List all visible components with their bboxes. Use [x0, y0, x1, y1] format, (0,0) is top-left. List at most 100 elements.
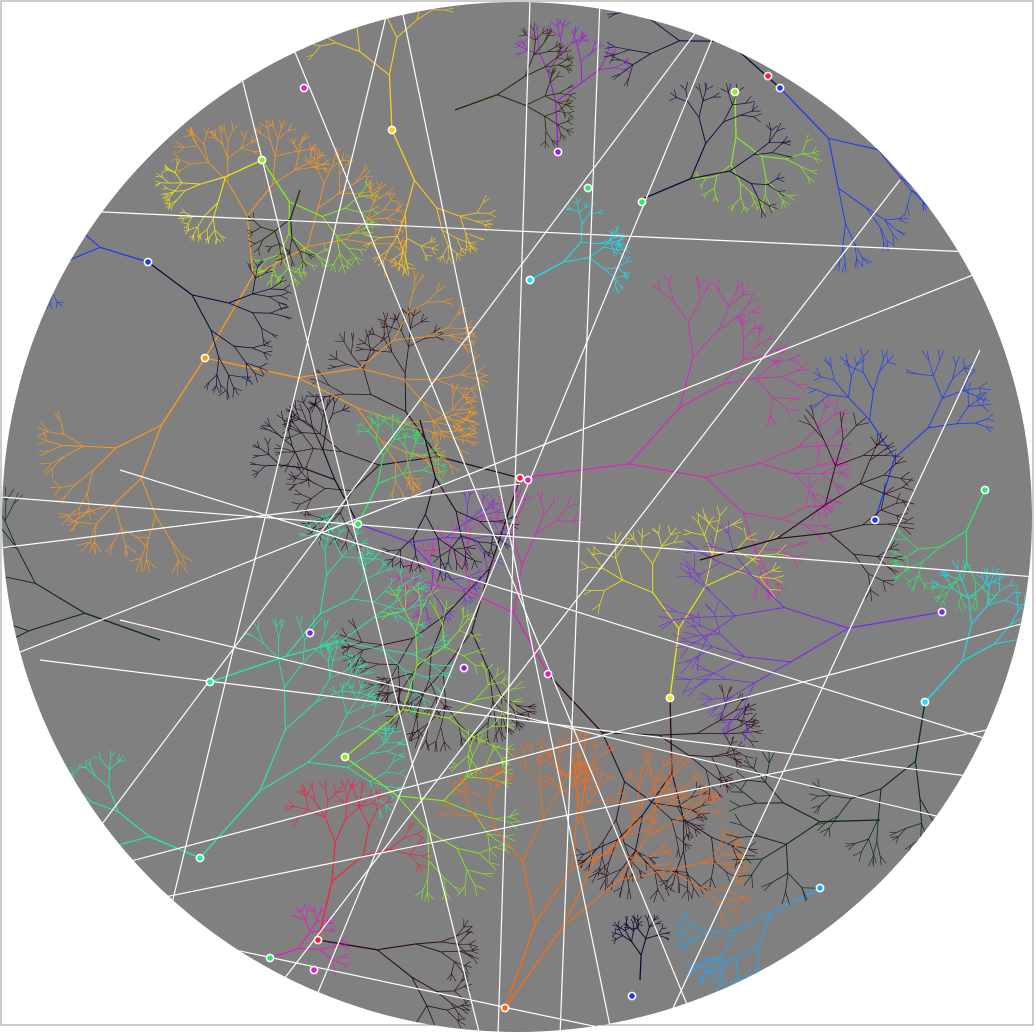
tree-branch	[309, 401, 316, 412]
tree-branch	[392, 491, 394, 500]
tree-branch	[769, 415, 771, 427]
tree-branch	[371, 327, 375, 335]
tree-branch	[575, 848, 584, 855]
tree-branch	[357, 193, 369, 198]
tree-branch	[409, 622, 421, 625]
tree-branch	[499, 769, 507, 776]
tree-branch	[390, 687, 403, 694]
tree-branch	[458, 776, 464, 785]
tree-branch	[284, 662, 304, 688]
tree-branch	[278, 233, 290, 255]
tree-branch	[943, 600, 946, 607]
tree-branch	[357, 191, 370, 194]
tree-branch	[615, 241, 620, 250]
tree-branch	[465, 392, 468, 404]
tree-branch	[321, 160, 328, 166]
tree-branch	[356, 406, 401, 423]
tree-branch	[883, 349, 888, 360]
tree-branch	[429, 663, 444, 667]
tree-branch	[392, 758, 402, 763]
tree-branch	[67, 520, 77, 527]
tree-branch	[475, 695, 499, 701]
tree-branch	[897, 174, 912, 191]
tree-branch	[452, 434, 469, 439]
tree-branch	[374, 695, 376, 705]
tree-branch	[324, 521, 330, 534]
tree-branch	[265, 254, 280, 260]
tree-branch	[753, 318, 757, 329]
tree-branch	[303, 270, 307, 278]
tree-branch	[408, 315, 411, 329]
tree-branch	[604, 862, 610, 880]
tree-branch	[241, 148, 253, 152]
tree-branch	[332, 396, 335, 404]
tree-branch	[522, 819, 544, 862]
tree-branch	[375, 350, 392, 353]
tree-branch	[465, 339, 477, 343]
tree-branch	[743, 527, 747, 539]
tree-branch	[744, 656, 791, 663]
tree-branch	[181, 182, 201, 185]
tree-branch	[800, 166, 808, 177]
tree-branch	[741, 725, 753, 734]
tree-branch	[743, 206, 751, 211]
tree-branch	[415, 428, 419, 435]
tree-branch	[177, 147, 185, 154]
tree-branch	[393, 429, 401, 441]
tree-branch	[557, 18, 562, 27]
tree-branch	[994, 638, 1020, 645]
tree-branch	[314, 158, 318, 170]
tree-branch	[917, 373, 934, 377]
tree-branch	[251, 635, 264, 644]
tree-branch	[409, 424, 416, 430]
tree-branch	[339, 529, 347, 534]
tree-branch	[774, 359, 791, 363]
tree-branch	[723, 733, 734, 751]
tree-branch	[552, 497, 559, 505]
tree-branch	[456, 847, 480, 854]
tree-branch	[1013, 587, 1020, 593]
tree-branch	[294, 448, 314, 453]
tree-branch	[391, 129, 415, 181]
tree-branch	[495, 733, 498, 743]
tree-branch	[267, 120, 274, 128]
tree-branch	[92, 447, 117, 472]
tree-branch	[657, 619, 675, 628]
tree-branch	[395, 585, 401, 591]
tree-branch	[181, 555, 186, 567]
tree-branch	[614, 277, 617, 287]
tree-branch	[691, 655, 699, 670]
tree-branch	[889, 550, 897, 554]
tree-branch	[612, 230, 618, 239]
tree-branch	[686, 873, 688, 890]
tree-branch	[808, 403, 819, 408]
tree-branch	[354, 176, 365, 184]
tree-branch	[453, 886, 464, 891]
tree-branch	[609, 240, 618, 244]
tree-branch	[147, 261, 193, 296]
tree-branch	[744, 728, 747, 742]
tree-branch	[441, 465, 447, 467]
tree-branch	[432, 421, 453, 427]
tree-branch	[442, 301, 454, 305]
tree-branch	[731, 682, 755, 698]
tree-branch	[605, 46, 615, 49]
tree-branch	[999, 578, 1001, 592]
tree-branch	[109, 543, 113, 555]
tree-branch	[396, 312, 400, 320]
tree-branch	[747, 848, 758, 854]
tree-branch	[696, 512, 706, 520]
tree-branch	[176, 560, 179, 576]
tree-branch	[379, 320, 385, 328]
tree-branch	[332, 648, 337, 662]
tree-branch	[835, 484, 847, 490]
tree-branch	[501, 681, 509, 689]
tree-branch	[353, 663, 357, 674]
tree-branch	[598, 867, 600, 877]
tree-branch	[172, 199, 178, 206]
tree-branch	[547, 673, 603, 734]
tree-branch	[439, 453, 444, 459]
tree-branch	[949, 575, 963, 582]
tree-branch	[365, 242, 372, 249]
tree-branch	[256, 259, 266, 262]
